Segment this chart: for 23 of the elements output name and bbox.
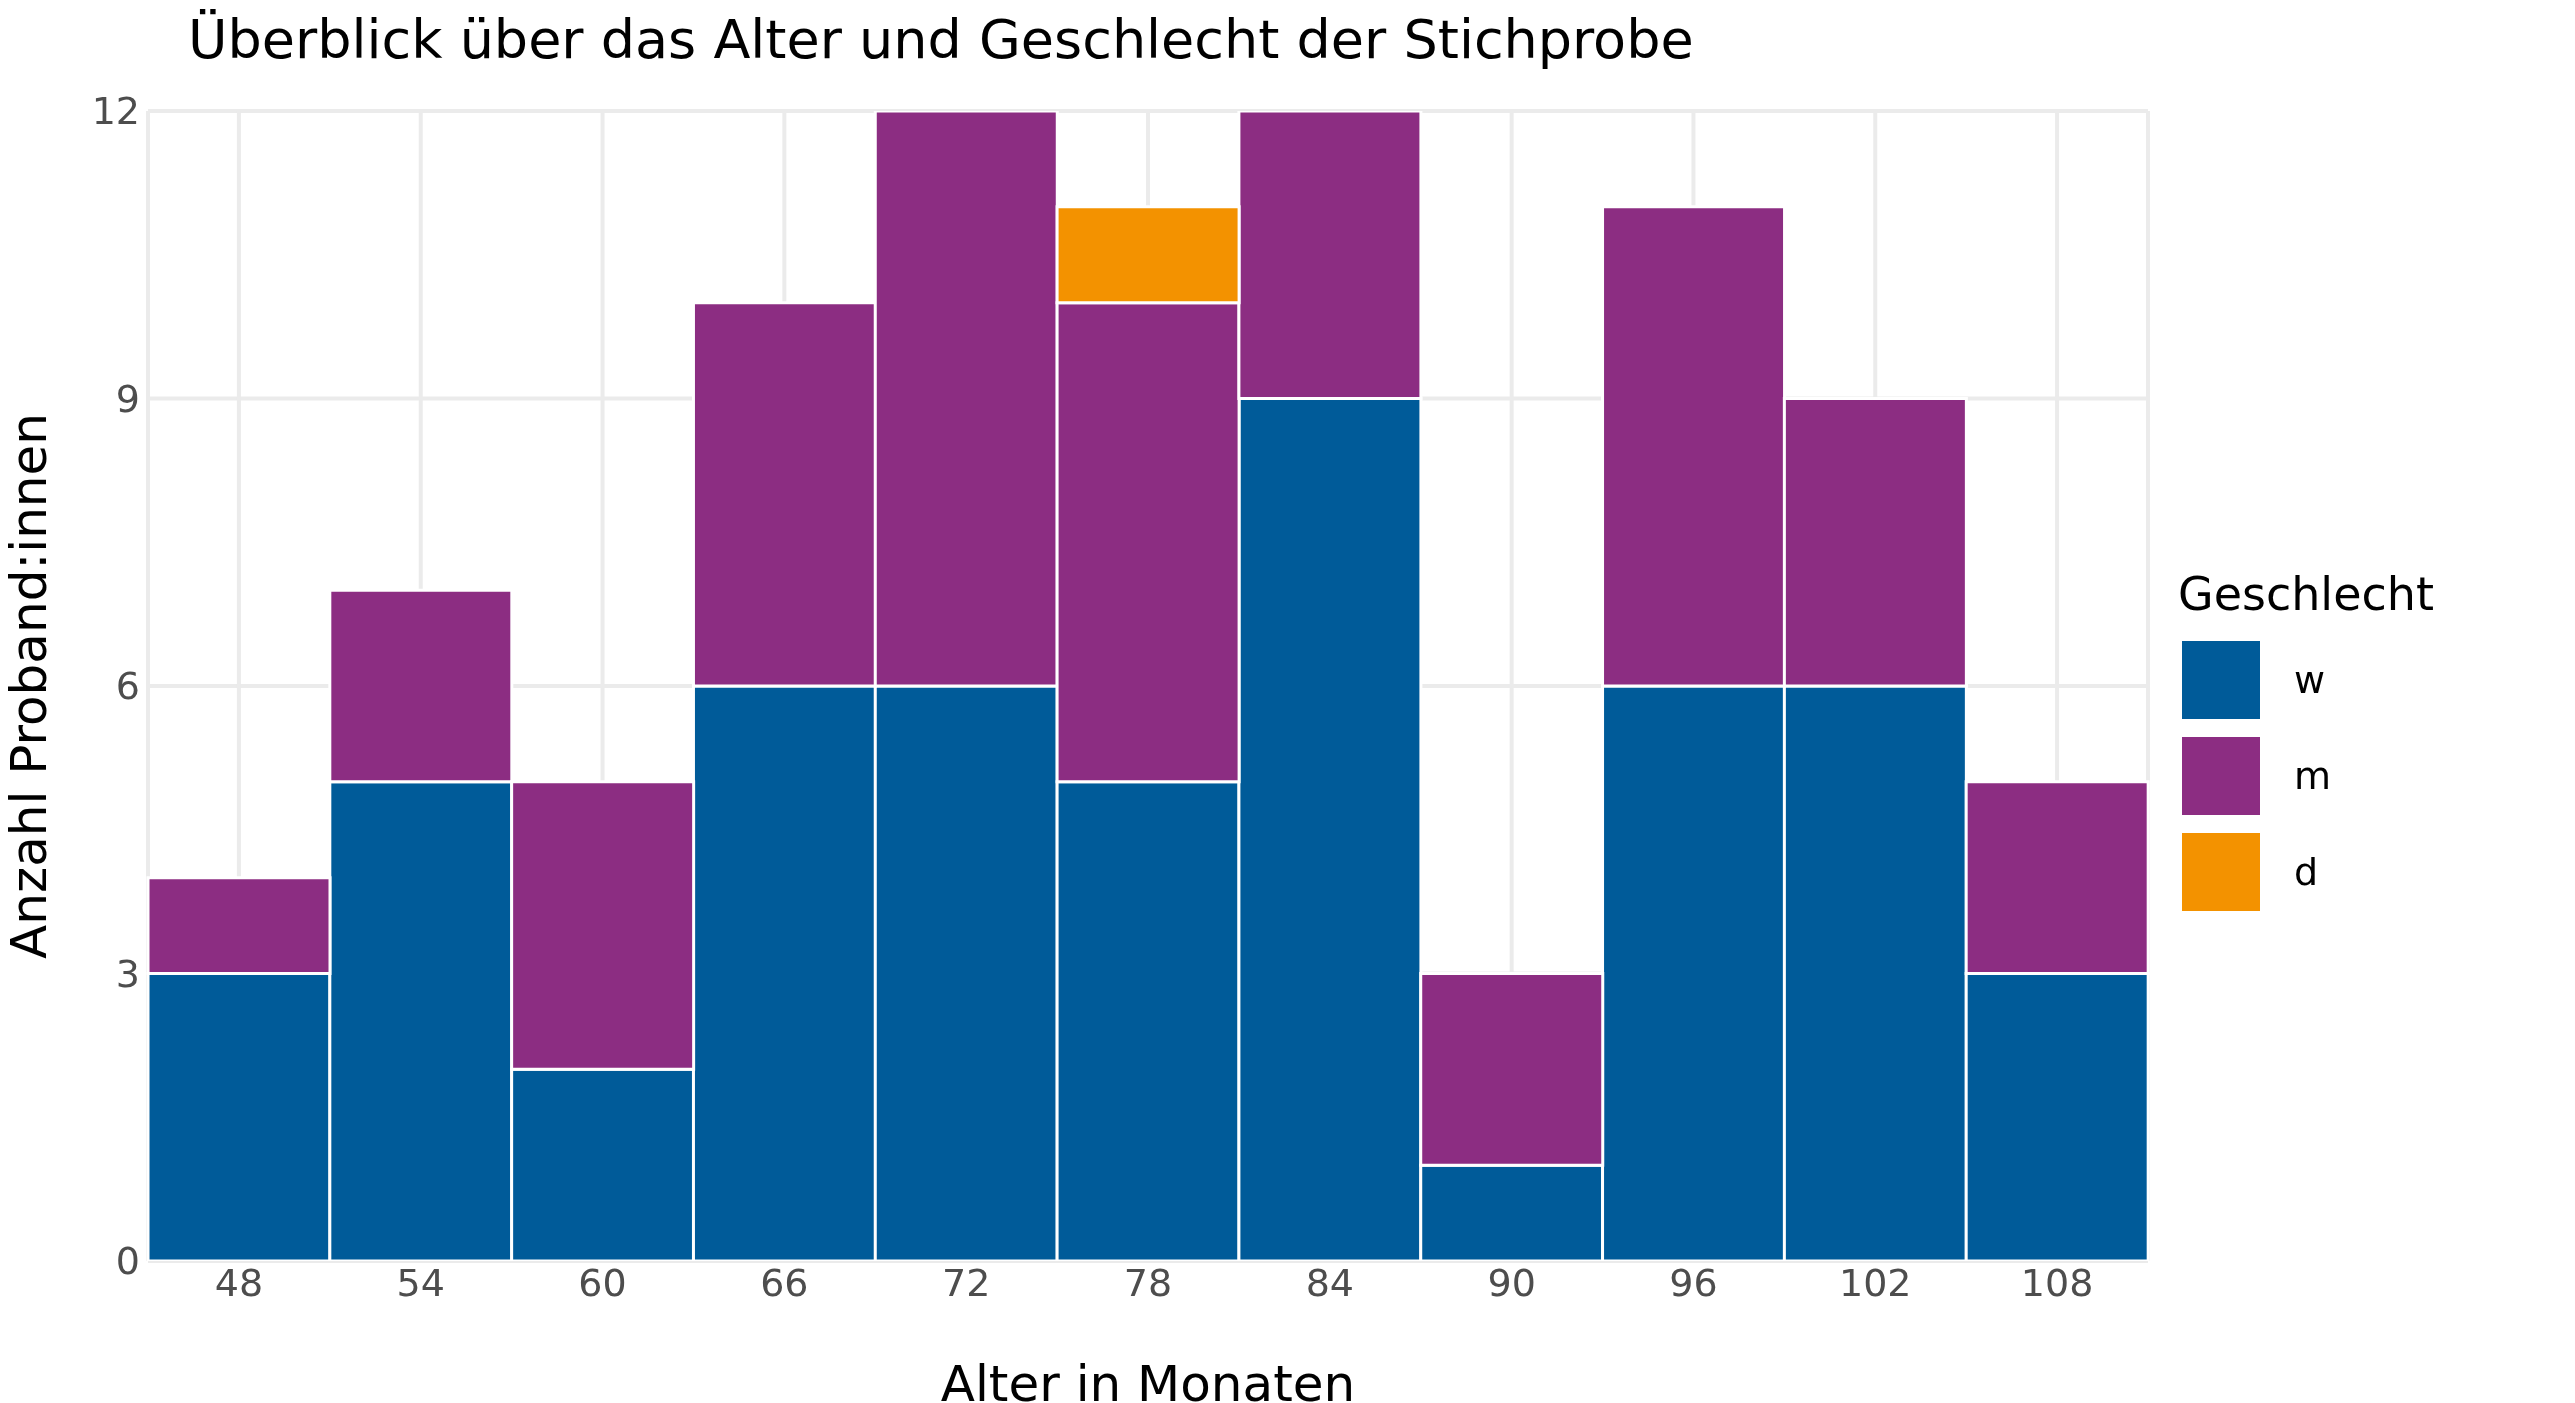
y-tick-label: 0 bbox=[115, 1239, 140, 1284]
y-axis-title: Anzahl Proband:innen bbox=[0, 413, 58, 959]
y-tick-label: 9 bbox=[115, 376, 140, 421]
y-tick-label: 6 bbox=[115, 664, 140, 709]
x-tick-label: 72 bbox=[942, 1260, 991, 1305]
legend-label: d bbox=[2294, 850, 2319, 894]
x-tick-label: 102 bbox=[1839, 1260, 1912, 1305]
legend-title: Geschlecht bbox=[2178, 567, 2434, 621]
x-tick-label: 48 bbox=[214, 1260, 264, 1305]
x-tick-label: 54 bbox=[396, 1260, 445, 1305]
x-axis-title: Alter in Monaten bbox=[940, 1355, 1356, 1403]
x-tick-label: 84 bbox=[1305, 1260, 1354, 1305]
chart-title: Überblick über das Alter und Geschlecht der Stichprobe bbox=[188, 8, 1695, 71]
y-tick-label: 12 bbox=[91, 89, 140, 134]
legend-label: w bbox=[2294, 658, 2326, 702]
x-tick-label: 96 bbox=[1669, 1260, 1718, 1305]
x-tick-label: 78 bbox=[1123, 1260, 1173, 1305]
legend-label: m bbox=[2294, 754, 2332, 798]
x-tick-label: 60 bbox=[578, 1260, 627, 1305]
x-tick-label: 90 bbox=[1487, 1260, 1536, 1305]
x-tick-label: 66 bbox=[760, 1260, 809, 1305]
x-tick-label: 108 bbox=[2020, 1260, 2094, 1305]
y-tick-label: 3 bbox=[115, 951, 140, 996]
